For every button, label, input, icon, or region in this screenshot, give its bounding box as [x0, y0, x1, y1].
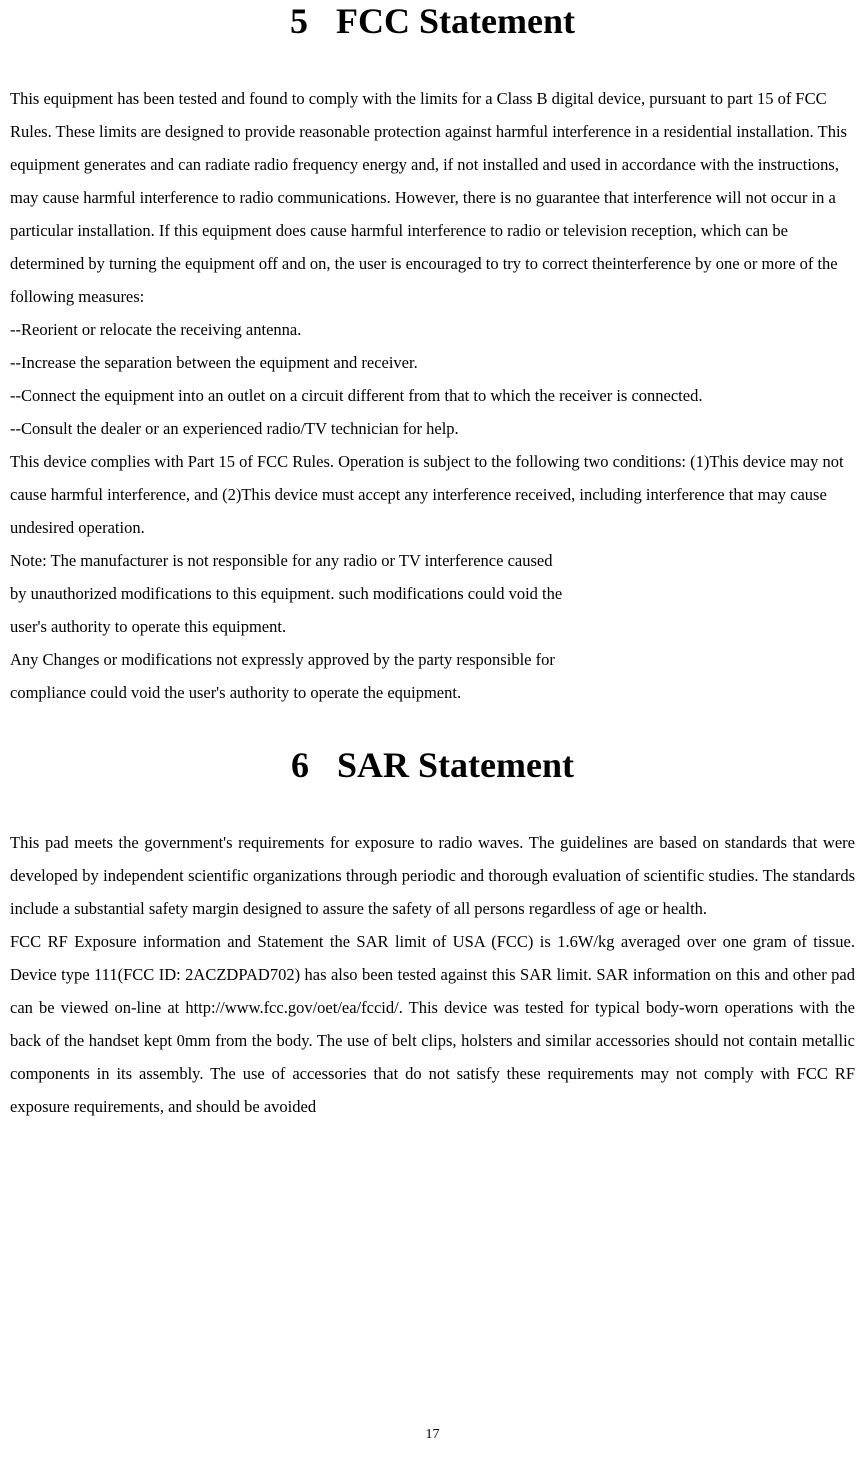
- section-5-paragraph-3a: Any Changes or modifications not express…: [10, 643, 855, 676]
- section-5-paragraph-1: This equipment has been tested and found…: [10, 82, 855, 313]
- section-5-paragraph-3b: compliance could void the user's authori…: [10, 676, 855, 709]
- section-5-paragraph-2: This device complies with Part 15 of FCC…: [10, 445, 855, 544]
- section-6-paragraph-1: This pad meets the government's requirem…: [10, 826, 855, 925]
- section-5-number: 5: [290, 1, 308, 41]
- section-6-heading: 6 SAR Statement: [10, 744, 855, 786]
- section-5-heading: 5 FCC Statement: [10, 0, 855, 42]
- section-5-bullet-3: --Connect the equipment into an outlet o…: [10, 379, 855, 412]
- section-5-bullet-1: --Reorient or relocate the receiving ant…: [10, 313, 855, 346]
- section-6-paragraph-2: FCC RF Exposure information and Statemen…: [10, 925, 855, 1123]
- section-5-title: FCC Statement: [336, 1, 575, 41]
- section-6-number: 6: [291, 745, 309, 785]
- section-5-bullet-4: --Consult the dealer or an experienced r…: [10, 412, 855, 445]
- section-5-bullet-2: --Increase the separation between the eq…: [10, 346, 855, 379]
- page-number: 17: [0, 1427, 865, 1443]
- section-6-title: SAR Statement: [337, 745, 574, 785]
- section-5-note-line-3: user's authority to operate this equipme…: [10, 610, 855, 643]
- section-5-note-line-1: Note: The manufacturer is not responsibl…: [10, 544, 855, 577]
- section-5-note-line-2: by unauthorized modifications to this eq…: [10, 577, 855, 610]
